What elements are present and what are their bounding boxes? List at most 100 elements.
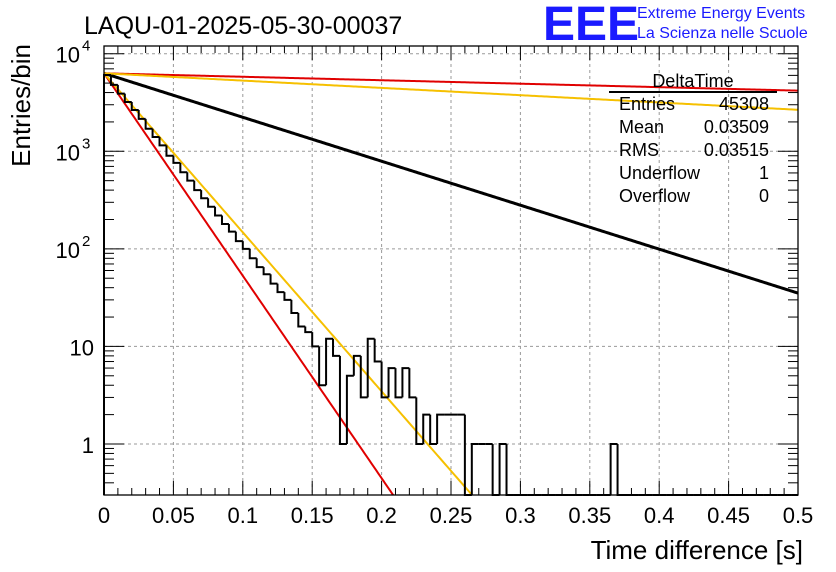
histogram-bin: [505, 443, 514, 496]
eee-logo: EEE Extreme Energy Events La Scienza nel…: [543, 0, 808, 51]
x-tick-label: 0.25: [430, 503, 473, 528]
x-tick-label: 0.5: [783, 503, 814, 528]
histogram-bin: [262, 267, 271, 276]
histogram-bin: [269, 274, 278, 285]
stats-value-overflow: 0: [759, 186, 769, 206]
histogram-bin: [338, 355, 347, 445]
histogram-bin: [436, 413, 445, 444]
y-tick-exponent: 3: [82, 135, 90, 152]
histogram-bin: [220, 215, 229, 225]
histogram-bin: [200, 190, 209, 200]
histogram-bin: [186, 172, 195, 182]
stats-value-rms: 0.03515: [704, 140, 769, 160]
y-tick-label: 10: [70, 335, 94, 360]
x-axis-title: Time difference [s]: [591, 535, 803, 565]
histogram-bin: [415, 397, 424, 445]
x-tick-label: 0.3: [505, 503, 536, 528]
histogram-bin: [380, 361, 389, 399]
histogram-bin: [463, 414, 472, 496]
histogram-bin: [318, 346, 327, 387]
histogram-bin: [158, 137, 167, 147]
axis-ticks: [103, 46, 799, 496]
stats-label-rms: RMS: [619, 140, 659, 160]
histogram-bin: [422, 413, 431, 444]
x-tick-label: 0.05: [152, 503, 195, 528]
histogram-bin: [332, 338, 340, 357]
histogram-bin: [241, 241, 250, 250]
histogram-bin: [325, 337, 334, 386]
histogram-bin: [130, 102, 139, 111]
x-tick-label: 0.45: [707, 503, 750, 528]
histogram-bin: [123, 93, 132, 104]
histogram-bin: [234, 231, 243, 243]
stats-value-mean: 0.03509: [704, 117, 769, 137]
histogram-bin: [616, 443, 625, 496]
histogram-bin: [366, 337, 375, 398]
y-tick-label: 10: [56, 238, 80, 263]
histogram-bin: [352, 354, 361, 376]
curve-slow-orange: [103, 72, 799, 111]
histogram-bin: [311, 332, 320, 348]
histogram-bin: [387, 367, 396, 398]
y-tick-exponent: 2: [82, 233, 90, 250]
stats-value-entries: 45308: [719, 94, 769, 114]
curves: [103, 71, 799, 496]
x-tick-label: 0.4: [644, 503, 675, 528]
x-tick-label: 0.1: [228, 503, 259, 528]
histogram-bin: [373, 338, 382, 363]
histogram-bin: [345, 374, 354, 444]
histogram-bin: [207, 198, 216, 208]
logo-line-2: La Scienza nelle Scuole: [637, 25, 808, 42]
stats-title: DeltaTime: [652, 71, 733, 91]
histogram-bin: [151, 128, 160, 139]
histogram-bin: [276, 283, 285, 294]
histogram-bin: [165, 145, 174, 157]
chart-title: LAQU-01-2025-05-30-00037: [84, 12, 402, 40]
stats-value-underflow: 1: [759, 163, 769, 183]
stats-label-underflow: Underflow: [619, 163, 701, 183]
histogram-bin: [408, 368, 417, 399]
histogram-bin: [470, 442, 479, 495]
curve-fast-orange: [103, 72, 473, 496]
y-tick-label: 10: [56, 43, 80, 68]
y-tick-exponent: 4: [82, 38, 90, 55]
histogram-bin: [214, 206, 222, 217]
histogram-bin: [255, 258, 264, 269]
histogram-bin: [248, 248, 257, 260]
logo-mark: EEE: [543, 0, 639, 51]
x-tick-label: 0.2: [366, 503, 397, 528]
histogram-bin: [227, 223, 236, 233]
histogram-bin: [394, 368, 403, 399]
histogram-bin: [609, 442, 618, 495]
histogram-bin: [401, 367, 410, 398]
curve-fit: [103, 71, 799, 295]
curve-slow-red: [103, 72, 799, 92]
histogram-bin: [498, 442, 507, 495]
histogram-bin: [491, 443, 500, 496]
histogram-bin: [179, 162, 188, 174]
grid: [104, 46, 798, 495]
histogram-bin: [137, 110, 146, 120]
stats-box: DeltaTime Entries 45308 Mean 0.03509 RMS…: [609, 71, 777, 206]
histogram-bin: [103, 74, 111, 495]
histogram-bin: [193, 180, 202, 192]
histogram-bin: [429, 414, 438, 445]
stats-label-overflow: Overflow: [619, 186, 691, 206]
logo-line-1: Extreme Energy Events: [637, 5, 805, 22]
histogram-bin: [290, 299, 299, 315]
x-tick-label: 0.15: [291, 503, 334, 528]
histogram-bin: [283, 292, 292, 301]
histogram-bin: [359, 355, 368, 399]
histogram-bin: [304, 326, 313, 334]
stats-label-mean: Mean: [619, 117, 664, 137]
histogram-bin: [172, 155, 181, 164]
histogram-bin: [297, 313, 306, 328]
stats-label-entries: Entries: [619, 94, 675, 114]
curve-fast-red: [103, 72, 394, 496]
histogram-bin: [144, 118, 153, 130]
y-tick-label: 1: [82, 433, 94, 458]
y-axis-title: Entries/bin: [6, 44, 36, 167]
x-tick-label: 0: [98, 503, 110, 528]
